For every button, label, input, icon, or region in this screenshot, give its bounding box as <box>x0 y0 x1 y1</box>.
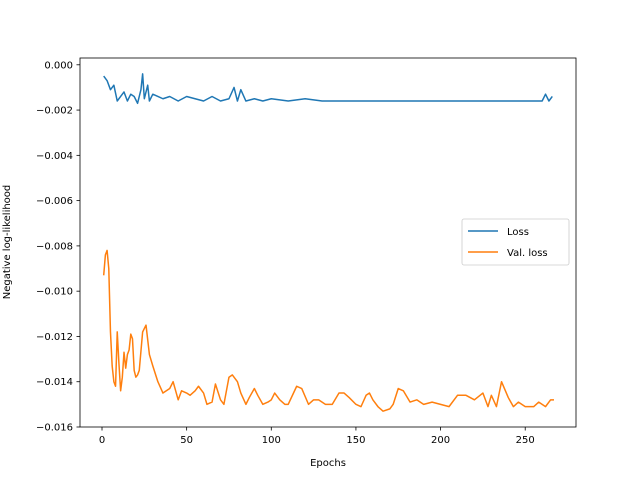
y-tick-label: −0.008 <box>36 241 73 252</box>
y-tick-label: −0.004 <box>36 151 73 162</box>
x-tick-label: 200 <box>431 435 450 446</box>
legend-label-val-loss: Val. loss <box>507 248 548 259</box>
y-tick-label: −0.012 <box>36 332 73 343</box>
legend: Loss Val. loss <box>461 218 570 266</box>
x-tick-label: 250 <box>516 435 535 446</box>
series-line-val-loss <box>102 249 554 412</box>
x-axis: 0 50 100 150 200 250 <box>99 427 535 446</box>
legend-label-loss: Loss <box>507 227 529 238</box>
x-tick-label: 150 <box>346 435 365 446</box>
plot-frame <box>79 57 577 428</box>
series-line-loss <box>103 73 553 105</box>
x-tick-label: 50 <box>180 435 193 446</box>
y-tick-label: −0.016 <box>36 423 73 434</box>
y-tick-label: −0.002 <box>36 106 73 117</box>
x-axis-label: Epochs <box>310 458 346 469</box>
x-tick-label: 100 <box>262 435 281 446</box>
series-group <box>102 73 554 412</box>
y-axis: 0.000 −0.002 −0.004 −0.006 −0.008 −0.010 −0.01… <box>36 60 80 434</box>
y-tick-label: −0.010 <box>36 287 73 298</box>
y-tick-label: −0.006 <box>36 196 73 207</box>
y-tick-label: 0.000 <box>44 60 73 71</box>
x-tick-label: 0 <box>99 435 105 446</box>
y-tick-label: −0.014 <box>36 377 73 388</box>
y-axis-label: Negative log-likelihood <box>2 185 13 300</box>
